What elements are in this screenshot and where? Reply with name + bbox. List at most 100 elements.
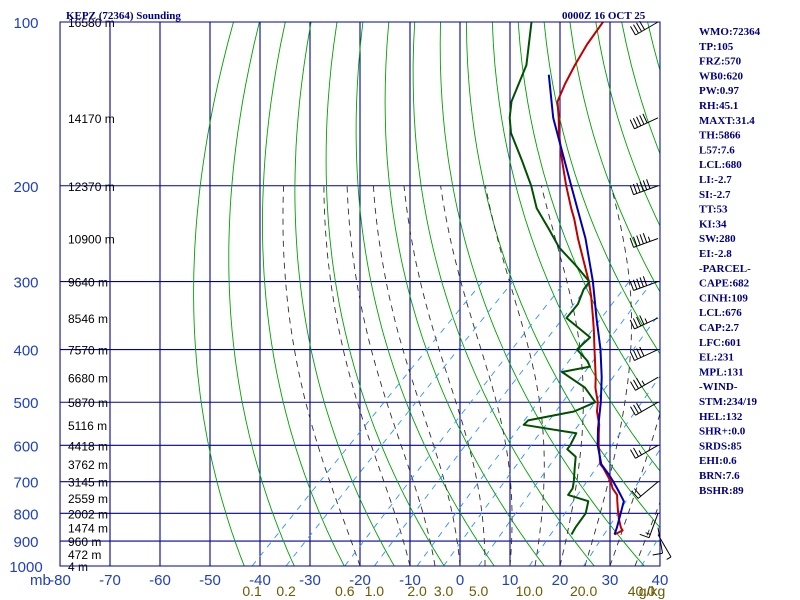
index-line: TT:53 bbox=[699, 204, 728, 216]
station-title: KEPZ (72364) Sounding bbox=[66, 10, 181, 22]
wind-barb-feather bbox=[630, 449, 636, 459]
pressure-label-600: 600 bbox=[13, 438, 38, 455]
wind-barb-feather bbox=[639, 277, 644, 288]
height-label: 14170 m bbox=[68, 112, 115, 126]
height-label: 960 m bbox=[68, 535, 101, 549]
dry-adiabat bbox=[193, 22, 245, 566]
mixing-ratio-line bbox=[416, 281, 630, 566]
moist-adiabat bbox=[634, 501, 660, 566]
mixing-ratio-line bbox=[251, 281, 483, 566]
wind-barb-staff bbox=[637, 481, 659, 499]
wind-barb-half-feather bbox=[638, 450, 642, 456]
height-label: 4418 m bbox=[68, 439, 108, 453]
wind-barb-feather bbox=[636, 116, 642, 127]
moist-adiabat bbox=[609, 411, 660, 566]
dry-adiabat bbox=[517, 22, 660, 414]
mixing-ratio-line bbox=[583, 448, 660, 566]
wind-barb-feather bbox=[639, 234, 644, 244]
wind-barb-staff bbox=[635, 401, 659, 416]
wind-barb bbox=[629, 315, 659, 330]
index-line: LCL:676 bbox=[699, 307, 742, 319]
pressure-label-200: 200 bbox=[13, 179, 38, 196]
wind-barb-feather bbox=[639, 20, 646, 31]
wind-barb-feather bbox=[632, 183, 638, 194]
moist-adiabat bbox=[484, 185, 545, 566]
plot-frame bbox=[59, 21, 661, 567]
mixing-ratio-label: 40.0 bbox=[628, 583, 655, 599]
wind-barb-feather bbox=[639, 533, 650, 539]
temp-label--20: -20 bbox=[349, 572, 371, 589]
wind-barb-feather bbox=[633, 379, 639, 389]
temp-label-40: 40 bbox=[652, 572, 669, 589]
pressure-unit-label: mb bbox=[30, 572, 51, 589]
index-line: LCL:680 bbox=[699, 159, 742, 171]
moist-adiabat bbox=[584, 185, 633, 566]
height-label: 9640 m bbox=[68, 276, 108, 290]
wind-barb bbox=[629, 179, 659, 196]
wind-barb bbox=[629, 276, 659, 291]
wind-barb-half-feather bbox=[644, 318, 648, 324]
temperature-trace bbox=[556, 22, 624, 536]
wind-barb-feather bbox=[636, 348, 642, 358]
index-line: WB0:620 bbox=[699, 70, 744, 82]
index-line: RH:45.1 bbox=[699, 100, 738, 112]
wind-barb-feather bbox=[652, 552, 663, 556]
index-line: CAP:2.7 bbox=[699, 322, 740, 334]
temp-label-0: 0 bbox=[456, 572, 464, 589]
wind-barb-feather bbox=[642, 276, 648, 286]
wind-barb-feather bbox=[639, 346, 645, 357]
wind-barb-feather bbox=[632, 118, 639, 128]
temp-label--60: -60 bbox=[149, 572, 171, 589]
height-label: 472 m bbox=[68, 548, 101, 562]
index-line: LFC:601 bbox=[699, 337, 741, 349]
moist-adiabat bbox=[540, 185, 584, 566]
index-line: CINH:109 bbox=[699, 292, 748, 304]
wind-barb-feather bbox=[632, 279, 638, 290]
wind-barb-feather bbox=[636, 182, 641, 193]
dry-adiabat bbox=[294, 22, 395, 566]
wind-barb-feather bbox=[632, 318, 639, 328]
wind-barb-feather bbox=[629, 185, 635, 195]
wind-barb bbox=[630, 401, 659, 416]
wind-barb-feather bbox=[631, 490, 639, 499]
index-line: EI:-2.8 bbox=[699, 248, 732, 260]
wind-barb-feather bbox=[633, 447, 639, 457]
dry-adiabat bbox=[262, 22, 345, 566]
wind-barb-staff bbox=[648, 513, 659, 538]
wind-barb-half-feather bbox=[645, 532, 651, 535]
temp-label--30: -30 bbox=[299, 572, 321, 589]
temp-label--70: -70 bbox=[99, 572, 121, 589]
dry-adiabat bbox=[384, 22, 545, 566]
index-line: SHR+:0.0 bbox=[699, 426, 746, 438]
wind-barb-feather bbox=[639, 115, 645, 125]
dry-adiabat bbox=[465, 22, 660, 529]
temp-label-30: 30 bbox=[602, 572, 619, 589]
index-line: CAPE:682 bbox=[699, 278, 750, 290]
mixing-ratio-label: 0.2 bbox=[276, 583, 296, 599]
index-line: EL:231 bbox=[699, 352, 734, 364]
height-label: 4 m bbox=[68, 560, 88, 574]
wind-barb-feather bbox=[636, 402, 642, 412]
wind-barb bbox=[630, 376, 659, 391]
index-line: MPL:131 bbox=[699, 366, 744, 378]
height-label: 3762 m bbox=[68, 458, 108, 472]
wind-barb-feather bbox=[639, 181, 644, 192]
moist-adiabat bbox=[323, 185, 411, 566]
index-line: SI:-2.7 bbox=[699, 189, 731, 201]
temp-label--80: -80 bbox=[49, 572, 71, 589]
index-line: STM:234/19 bbox=[699, 396, 758, 408]
wind-barb-staff bbox=[635, 444, 659, 459]
index-line: -PARCEL- bbox=[699, 263, 751, 275]
pressure-label-100: 100 bbox=[13, 15, 38, 32]
wind-barb-feather bbox=[632, 236, 638, 247]
wind-barb-staff bbox=[633, 185, 659, 196]
wind-barb-staff bbox=[634, 117, 659, 130]
dry-adiabat bbox=[569, 22, 660, 293]
pressure-label-700: 700 bbox=[13, 475, 38, 492]
wind-barb-feather bbox=[632, 349, 639, 360]
wind-barb-feather bbox=[636, 278, 641, 289]
wind-barb-feather bbox=[636, 377, 642, 388]
pressure-label-300: 300 bbox=[13, 275, 38, 292]
dry-adiabat bbox=[355, 22, 495, 566]
